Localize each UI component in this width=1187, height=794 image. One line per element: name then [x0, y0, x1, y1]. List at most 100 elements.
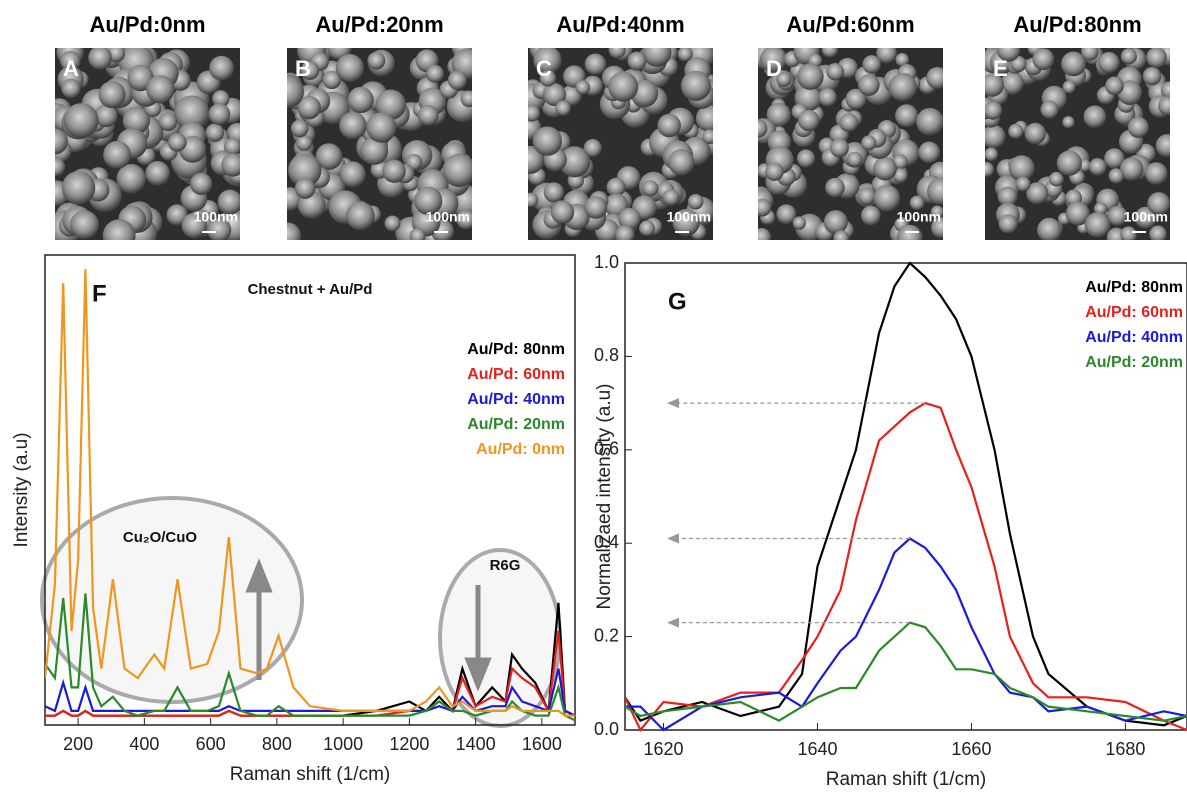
image-letter: E — [993, 56, 1008, 81]
grain — [1008, 155, 1035, 182]
grain — [930, 205, 943, 219]
grain — [918, 141, 941, 164]
grain — [766, 102, 791, 127]
grain — [559, 146, 591, 178]
grain — [61, 78, 81, 99]
grain — [677, 48, 693, 62]
grain — [460, 90, 472, 108]
grain — [543, 83, 567, 107]
grain — [826, 63, 844, 81]
grain — [1032, 48, 1055, 71]
legend-entry: Au/Pd: 20nm — [1085, 354, 1183, 371]
annotation: R6G — [490, 557, 521, 574]
grain — [528, 104, 541, 122]
y-tick-label: 0.6 — [594, 439, 619, 459]
grain — [758, 198, 772, 217]
grain — [1084, 212, 1111, 238]
plot-frame — [44, 254, 576, 726]
grain — [1040, 100, 1059, 119]
grain — [1049, 171, 1064, 187]
grain — [98, 81, 126, 109]
grain — [857, 187, 876, 206]
grain — [1000, 71, 1024, 95]
grain — [702, 129, 713, 145]
grain — [1024, 122, 1047, 145]
grain — [1056, 150, 1082, 176]
grain — [584, 53, 607, 75]
grain — [103, 140, 132, 169]
grain — [627, 51, 647, 71]
grain — [339, 161, 366, 188]
grain — [1107, 205, 1128, 226]
grain — [456, 209, 472, 230]
grain — [167, 133, 187, 152]
grain — [845, 88, 867, 110]
grain — [985, 124, 1006, 149]
grain — [657, 113, 681, 138]
grain — [833, 230, 849, 240]
grain — [1062, 80, 1076, 94]
grain — [426, 64, 444, 83]
grain — [927, 177, 943, 205]
grain — [122, 106, 151, 135]
grain — [294, 178, 316, 199]
grain — [339, 111, 367, 140]
grain — [985, 101, 1003, 120]
image-scale: 100nm — [1124, 209, 1168, 225]
grain — [985, 73, 1005, 97]
grain — [206, 217, 232, 240]
grain — [776, 71, 792, 87]
grain — [382, 159, 406, 183]
guide-arrowhead — [667, 398, 679, 409]
grain — [1146, 48, 1167, 68]
grain — [1061, 51, 1086, 77]
grain — [102, 219, 136, 240]
grain — [116, 164, 147, 194]
grain — [818, 88, 837, 107]
grain — [1062, 116, 1075, 129]
grain — [88, 48, 112, 70]
grain — [615, 225, 635, 240]
guide-arrowhead — [667, 533, 679, 544]
grain — [584, 195, 608, 219]
sem-image — [55, 48, 240, 240]
annotation-circle — [40, 496, 304, 704]
sem-image — [985, 48, 1170, 240]
grain — [1119, 157, 1144, 181]
grain — [668, 149, 695, 176]
x-tick-label: 200 — [63, 734, 93, 754]
grain — [985, 147, 999, 162]
grain — [1144, 162, 1168, 185]
grain — [821, 48, 838, 58]
grain — [1147, 192, 1170, 216]
series-line — [625, 401, 1187, 732]
grain — [417, 104, 439, 126]
grain — [146, 75, 175, 104]
legend-entry: Au/Pd: 20nm — [467, 416, 565, 433]
grain — [1105, 76, 1124, 96]
grain — [290, 119, 309, 138]
grain — [528, 192, 539, 208]
grain — [796, 63, 824, 90]
x-tick-label: 1600 — [522, 734, 562, 754]
legend-entry: Au/Pd: 80nm — [1085, 279, 1183, 296]
grain — [680, 70, 711, 101]
series-line — [625, 621, 1187, 722]
grain — [296, 134, 313, 152]
grain — [687, 193, 704, 210]
grain — [873, 184, 901, 212]
grain — [145, 161, 170, 186]
grain — [322, 70, 342, 90]
grain — [555, 100, 571, 116]
grain — [1098, 51, 1120, 74]
grain — [926, 67, 943, 90]
grain — [618, 207, 641, 230]
grain — [217, 189, 240, 215]
grain — [829, 138, 849, 158]
grain — [1083, 105, 1107, 129]
grain — [345, 201, 375, 231]
grain — [287, 222, 302, 240]
panel-label: F — [92, 280, 107, 307]
grain — [335, 54, 364, 83]
y-axis-label: Intensity (a.u) — [11, 432, 32, 547]
